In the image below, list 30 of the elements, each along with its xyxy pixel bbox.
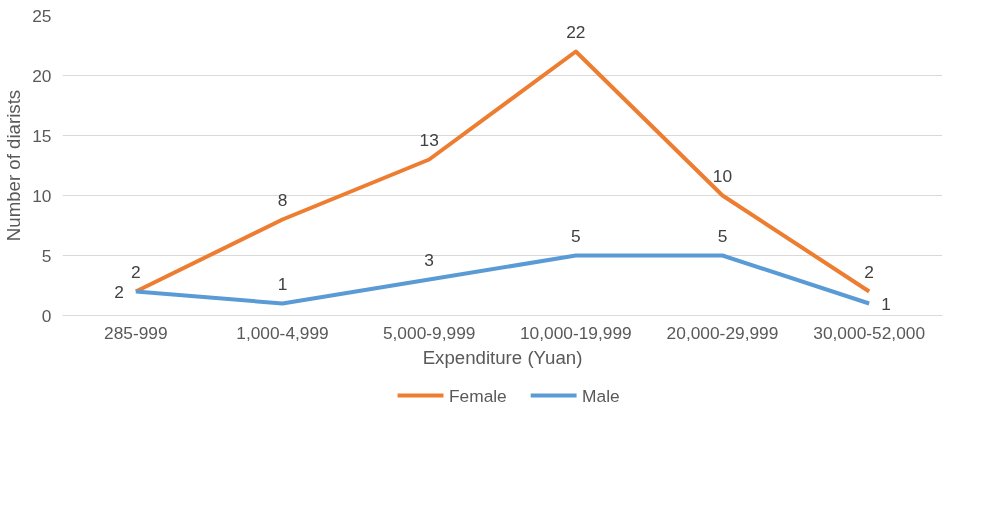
y-axis-title: Number of diarists: [3, 89, 25, 242]
y-tick-label: 0: [41, 305, 52, 326]
x-tick-label: 1,000-4,999: [236, 322, 329, 343]
y-tick-label: 25: [32, 5, 52, 26]
data-label: 2: [864, 261, 874, 282]
x-axis-title: Expenditure (Yuan): [422, 346, 583, 368]
data-label: 2: [114, 281, 124, 302]
x-tick-label: 5,000-9,999: [382, 322, 476, 343]
data-label: 3: [424, 249, 434, 270]
y-tick-label: 10: [32, 185, 52, 206]
data-label: 10: [712, 165, 733, 186]
x-tick-label: 20,000-29,999: [666, 322, 779, 343]
y-tick-label: 20: [32, 65, 52, 86]
x-tick-label: 285-999: [104, 322, 168, 343]
data-label: 22: [566, 21, 586, 42]
data-label: 5: [571, 225, 581, 246]
data-label: 8: [277, 189, 288, 210]
x-tick-label: 30,000-52,000: [813, 322, 926, 343]
data-label: 1: [277, 273, 288, 294]
legend-label: Male: [582, 385, 620, 406]
data-label: 2: [131, 261, 141, 282]
data-label: 5: [717, 225, 728, 246]
line-series: [133, 49, 872, 294]
line-series: [133, 253, 872, 306]
x-tick-label: 10,000-19,999: [519, 322, 632, 343]
y-tick-label: 5: [41, 245, 52, 266]
legend-label: Female: [448, 385, 507, 406]
y-tick-label: 15: [32, 125, 52, 146]
data-label: 13: [419, 129, 439, 150]
data-label: 1: [881, 293, 891, 314]
